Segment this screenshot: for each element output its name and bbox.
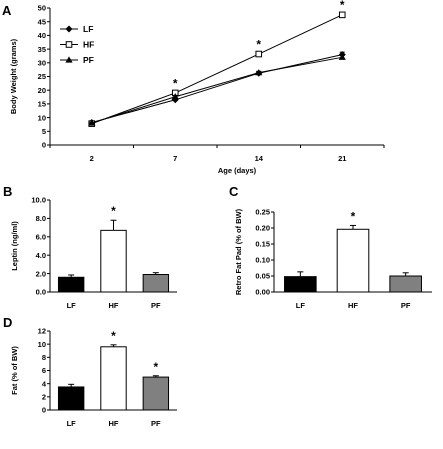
bar-hf <box>100 346 127 411</box>
y-axis-label: Retro Fat Pad (% of BW) <box>234 208 243 295</box>
y-tick-label: 6 <box>42 366 46 375</box>
x-tick-label: 7 <box>173 154 177 163</box>
bar-hf <box>336 228 370 293</box>
series-line <box>91 54 343 124</box>
series-line <box>91 14 343 125</box>
panel-letter: A <box>2 3 12 18</box>
significance-star: * <box>111 329 116 343</box>
y-tick-label: 2 <box>42 393 46 402</box>
y-tick-label: 4.0 <box>36 251 46 260</box>
y-tick-label: 12 <box>38 327 46 336</box>
x-tick-label: PF <box>401 301 411 310</box>
y-tick-label: 0 <box>42 141 46 150</box>
panel-a-line-chart: A 0 5 10 15 20 25 30 35 40 45 50 Body Weight (grams)… <box>2 0 385 175</box>
y-tick-label: 0.05 <box>255 272 270 281</box>
panel-letter: B <box>3 184 12 199</box>
significance-star: * <box>351 209 356 223</box>
series-hf <box>88 11 346 127</box>
y-tick-label: 0.0 <box>36 288 46 297</box>
x-tick-label: HF <box>348 301 358 310</box>
y-tick-label: 0.15 <box>255 240 270 249</box>
legend-label: PF <box>83 55 94 65</box>
legend-marker <box>65 25 73 33</box>
y-tick-label: 40 <box>38 31 46 40</box>
y-tick-label: 2.0 <box>36 269 46 278</box>
y-tick-label: 4 <box>42 379 47 388</box>
bar-hf <box>100 229 127 293</box>
significance-star: * <box>111 204 116 218</box>
y-tick-label: 15 <box>38 100 46 109</box>
legend: LF HF PF <box>60 24 94 65</box>
legend-label: HF <box>83 40 94 50</box>
x-tick-label: 14 <box>255 154 264 163</box>
y-tick-label: 50 <box>38 4 46 13</box>
series-lf <box>88 51 346 127</box>
bar-lf <box>57 276 85 293</box>
bar-lf <box>284 276 317 293</box>
data-point <box>255 69 263 76</box>
x-tick-label: 21 <box>338 154 346 163</box>
panel-b-bar-chart: B 0.0 2.0 4.0 6.0 8.0 10.0 Leptin (ng/ml) LF HF * P… <box>3 184 177 310</box>
y-tick-label: 0.20 <box>255 224 270 233</box>
significance-star: * <box>256 37 261 51</box>
data-point <box>338 11 346 19</box>
x-tick-label: HF <box>109 301 119 310</box>
x-tick-label: PF <box>151 301 161 310</box>
y-tick-label: 0 <box>42 406 46 415</box>
series-pf <box>88 53 346 126</box>
y-tick-label: 10 <box>38 340 46 349</box>
x-axis-label: Age (days) <box>218 166 257 175</box>
y-axis-label: Fat (% of BW) <box>10 346 19 395</box>
data-point <box>255 50 263 58</box>
y-tick-label: 8.0 <box>36 214 46 223</box>
data-point <box>88 119 96 126</box>
series-line <box>91 56 343 124</box>
y-tick-label: 30 <box>38 59 46 68</box>
panel-c-bar-chart: C 0.00 0.05 0.10 0.15 0.20 0.25 Retro Fat Pad (… <box>229 184 432 310</box>
bar-pf <box>389 275 422 293</box>
significance-star: * <box>153 360 158 374</box>
x-tick-label: LF <box>67 419 77 428</box>
y-tick-label: 10 <box>38 113 46 122</box>
legend-marker <box>65 41 73 48</box>
panel-d-bar-chart: D 0 2 4 6 8 10 12 Fat (% of BW) LF HF * PF * <box>3 315 177 428</box>
y-axis-label: Body Weight (grams) <box>9 38 18 114</box>
y-tick-label: 10.0 <box>31 196 46 205</box>
x-tick-label: LF <box>296 301 306 310</box>
y-tick-label: 0.10 <box>255 256 270 265</box>
x-tick-label: 2 <box>90 154 94 163</box>
significance-star: * <box>173 77 178 91</box>
bar-lf <box>57 386 85 411</box>
y-tick-label: 35 <box>38 45 46 54</box>
y-tick-label: 0.25 <box>255 208 270 217</box>
y-tick-label: 25 <box>38 72 46 81</box>
y-tick-label: 5 <box>42 127 46 136</box>
y-tick-label: 45 <box>38 17 46 26</box>
y-tick-label: 6.0 <box>36 233 46 242</box>
data-point <box>171 93 179 100</box>
legend-marker <box>65 56 73 63</box>
data-point <box>338 53 346 60</box>
y-tick-label: 20 <box>38 86 46 95</box>
x-tick-label: PF <box>151 419 161 428</box>
bar-pf <box>142 274 170 293</box>
y-tick-label: 0.00 <box>255 288 270 297</box>
x-tick-label: HF <box>109 419 119 428</box>
bar-pf <box>142 376 170 411</box>
panel-letter: D <box>3 315 12 330</box>
significance-star: * <box>340 0 345 12</box>
panel-letter: C <box>229 184 239 199</box>
y-axis-label: Leptin (ng/ml) <box>10 221 19 271</box>
legend-label: LF <box>83 24 93 34</box>
x-tick-label: LF <box>67 301 77 310</box>
y-tick-label: 8 <box>42 353 46 362</box>
